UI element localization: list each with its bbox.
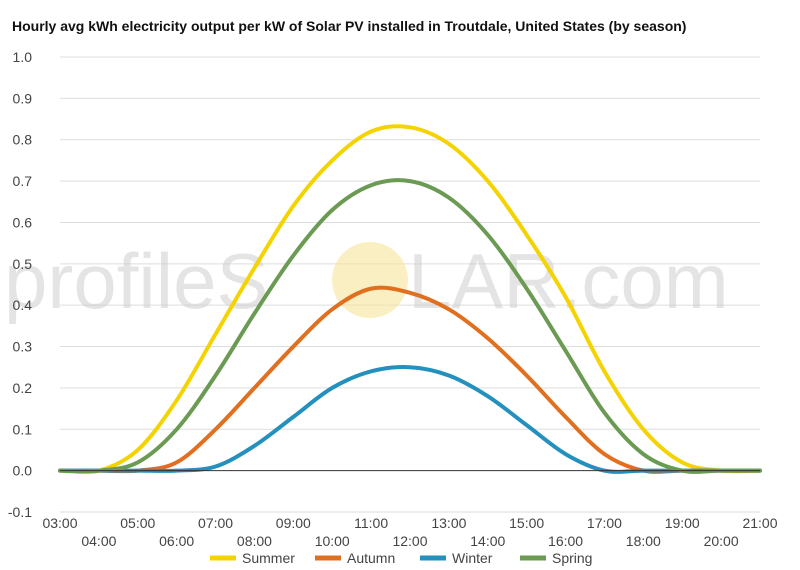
x-tick-label: 15:00 xyxy=(509,515,544,531)
x-tick-label: 03:00 xyxy=(42,515,77,531)
legend-label-summer: Summer xyxy=(242,550,295,566)
legend-label-winter: Winter xyxy=(452,550,493,566)
y-tick-label: 0.8 xyxy=(13,132,33,148)
y-tick-label: 0.7 xyxy=(13,173,33,189)
x-tick-label: 19:00 xyxy=(665,515,700,531)
legend: Summer Autumn Winter Spring xyxy=(210,550,592,566)
x-tick-label: 08:00 xyxy=(237,533,272,549)
chart-title: Hourly avg kWh electricity output per kW… xyxy=(12,18,687,34)
x-tick-label: 21:00 xyxy=(742,515,777,531)
watermark: profileS LAR.com xyxy=(4,237,729,325)
y-tick-label: 0.9 xyxy=(13,90,33,106)
watermark-text-right: LAR.com xyxy=(408,237,729,325)
watermark-text-left: profileS xyxy=(4,237,268,325)
x-tick-label: 10:00 xyxy=(315,533,350,549)
y-tick-label: 0.5 xyxy=(13,256,33,272)
x-tick-label: 11:00 xyxy=(354,515,388,531)
x-tick-label: 05:00 xyxy=(120,515,155,531)
x-tick-label: 16:00 xyxy=(548,533,583,549)
x-tick-label: 18:00 xyxy=(626,533,661,549)
y-tick-label: 0.6 xyxy=(13,214,33,230)
series-line-spring xyxy=(58,178,762,474)
legend-label-spring: Spring xyxy=(552,550,592,566)
y-tick-label: 0.1 xyxy=(13,421,33,437)
axis-layer: -0.1 0.0 0.1 0.2 0.3 0.4 0.5 0.6 0.7 0.8 0.9 1.0 03:… xyxy=(8,49,778,549)
x-tick-label: 17:00 xyxy=(587,515,622,531)
watermark-sun-icon xyxy=(332,242,408,318)
series-line-summer xyxy=(58,124,762,475)
x-tick-label: 20:00 xyxy=(704,533,739,549)
legend-label-autumn: Autumn xyxy=(347,550,395,566)
y-tick-label: 0.4 xyxy=(13,297,33,313)
y-tick-label: 0.0 xyxy=(13,463,33,479)
grid-layer xyxy=(60,56,760,513)
x-tick-label: 12:00 xyxy=(392,533,427,549)
x-tick-label: 06:00 xyxy=(159,533,194,549)
x-tick-label: 09:00 xyxy=(276,515,311,531)
y-tick-label: 0.2 xyxy=(13,380,33,396)
x-tick-label: 13:00 xyxy=(431,515,466,531)
x-tick-label: 14:00 xyxy=(470,533,505,549)
x-tick-label: 07:00 xyxy=(198,515,233,531)
y-tick-label: -0.1 xyxy=(8,504,32,520)
y-tick-label: 0.3 xyxy=(13,339,33,355)
y-tick-label: 1.0 xyxy=(13,49,33,65)
x-tick-label: 04:00 xyxy=(81,533,116,549)
